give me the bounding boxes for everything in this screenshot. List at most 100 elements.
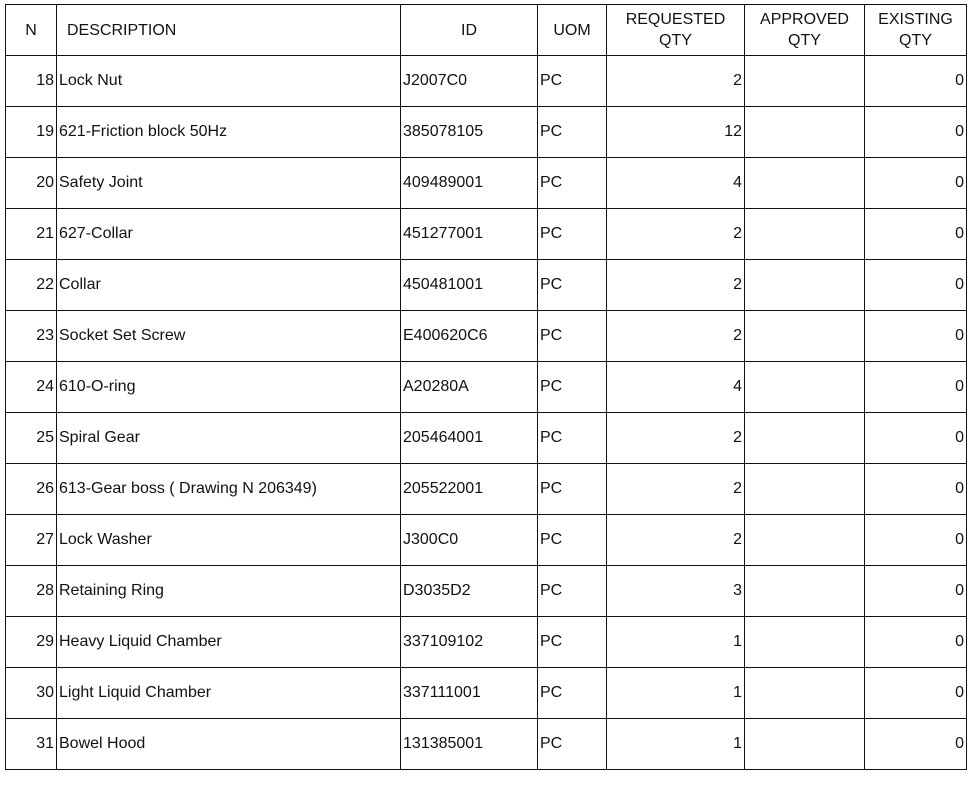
cell-approved-qty xyxy=(744,259,865,311)
cell-existing-qty: 0 xyxy=(864,361,967,413)
cell-n: 23 xyxy=(5,310,57,362)
cell-description: Heavy Liquid Chamber xyxy=(56,616,401,668)
table-row: 18 Lock Nut J2007C0 PC 2 0 xyxy=(5,55,967,107)
cell-description: 610-O-ring xyxy=(56,361,401,413)
table-row: 23 Socket Set Screw E400620C6 PC 2 0 xyxy=(5,310,967,362)
table-row: 21 627-Collar 451277001 PC 2 0 xyxy=(5,208,967,260)
table-row: 19 621-Friction block 50Hz 385078105 PC 12 0 xyxy=(5,106,967,158)
cell-id: 131385001 xyxy=(400,718,538,770)
cell-id: 337111001 xyxy=(400,667,538,719)
cell-existing-qty: 0 xyxy=(864,208,967,260)
table-row: 20 Safety Joint 409489001 PC 4 0 xyxy=(5,157,967,209)
header-id: ID xyxy=(400,4,538,56)
cell-existing-qty: 0 xyxy=(864,259,967,311)
cell-requested-qty: 2 xyxy=(606,514,745,566)
cell-uom: PC xyxy=(537,310,607,362)
table-row: 27 Lock Washer J300C0 PC 2 0 xyxy=(5,514,967,566)
cell-requested-qty: 3 xyxy=(606,565,745,617)
cell-id: 385078105 xyxy=(400,106,538,158)
cell-requested-qty: 2 xyxy=(606,208,745,260)
table-row: 22 Collar 450481001 PC 2 0 xyxy=(5,259,967,311)
cell-uom: PC xyxy=(537,208,607,260)
cell-uom: PC xyxy=(537,55,607,107)
cell-n: 29 xyxy=(5,616,57,668)
cell-description: 613-Gear boss ( Drawing N 206349) xyxy=(56,463,401,515)
cell-n: 31 xyxy=(5,718,57,770)
cell-approved-qty xyxy=(744,106,865,158)
cell-description: 627-Collar xyxy=(56,208,401,260)
cell-description: Lock Washer xyxy=(56,514,401,566)
cell-uom: PC xyxy=(537,718,607,770)
table-row: 31 Bowel Hood 131385001 PC 1 0 xyxy=(5,718,967,770)
cell-n: 27 xyxy=(5,514,57,566)
cell-approved-qty xyxy=(744,157,865,209)
table-row: 26 613-Gear boss ( Drawing N 206349) 20552… xyxy=(5,463,967,515)
header-existing-qty: EXISTING QTY xyxy=(864,4,967,56)
cell-id: 337109102 xyxy=(400,616,538,668)
cell-uom: PC xyxy=(537,565,607,617)
cell-description: Retaining Ring xyxy=(56,565,401,617)
cell-approved-qty xyxy=(744,55,865,107)
cell-requested-qty: 2 xyxy=(606,310,745,362)
cell-id: 205522001 xyxy=(400,463,538,515)
cell-requested-qty: 1 xyxy=(606,718,745,770)
cell-existing-qty: 0 xyxy=(864,157,967,209)
cell-id: J2007C0 xyxy=(400,55,538,107)
cell-uom: PC xyxy=(537,616,607,668)
cell-requested-qty: 1 xyxy=(606,667,745,719)
cell-description: Safety Joint xyxy=(56,157,401,209)
cell-existing-qty: 0 xyxy=(864,514,967,566)
cell-n: 21 xyxy=(5,208,57,260)
cell-n: 28 xyxy=(5,565,57,617)
table-row: 30 Light Liquid Chamber 337111001 PC 1 0 xyxy=(5,667,967,719)
cell-uom: PC xyxy=(537,259,607,311)
cell-description: 621-Friction block 50Hz xyxy=(56,106,401,158)
cell-requested-qty: 12 xyxy=(606,106,745,158)
cell-description: Bowel Hood xyxy=(56,718,401,770)
cell-approved-qty xyxy=(744,463,865,515)
cell-description: Collar xyxy=(56,259,401,311)
cell-id: 205464001 xyxy=(400,412,538,464)
cell-n: 20 xyxy=(5,157,57,209)
cell-approved-qty xyxy=(744,667,865,719)
cell-n: 30 xyxy=(5,667,57,719)
cell-existing-qty: 0 xyxy=(864,565,967,617)
header-n: N xyxy=(5,4,57,56)
cell-approved-qty xyxy=(744,718,865,770)
cell-existing-qty: 0 xyxy=(864,718,967,770)
cell-approved-qty xyxy=(744,361,865,413)
cell-requested-qty: 4 xyxy=(606,361,745,413)
cell-requested-qty: 4 xyxy=(606,157,745,209)
cell-uom: PC xyxy=(537,667,607,719)
cell-id: J300C0 xyxy=(400,514,538,566)
cell-requested-qty: 2 xyxy=(606,463,745,515)
cell-id: D3035D2 xyxy=(400,565,538,617)
cell-existing-qty: 0 xyxy=(864,667,967,719)
cell-uom: PC xyxy=(537,412,607,464)
cell-requested-qty: 1 xyxy=(606,616,745,668)
cell-id: 451277001 xyxy=(400,208,538,260)
cell-uom: PC xyxy=(537,514,607,566)
parts-request-table: N DESCRIPTION ID UOM REQUESTED QTY APPRO… xyxy=(5,4,967,770)
cell-existing-qty: 0 xyxy=(864,310,967,362)
cell-approved-qty xyxy=(744,208,865,260)
cell-existing-qty: 0 xyxy=(864,412,967,464)
cell-approved-qty xyxy=(744,412,865,464)
cell-n: 26 xyxy=(5,463,57,515)
cell-id: A20280A xyxy=(400,361,538,413)
cell-existing-qty: 0 xyxy=(864,106,967,158)
header-description: DESCRIPTION xyxy=(56,4,401,56)
cell-existing-qty: 0 xyxy=(864,463,967,515)
cell-approved-qty xyxy=(744,616,865,668)
cell-n: 18 xyxy=(5,55,57,107)
header-requested-qty: REQUESTED QTY xyxy=(606,4,745,56)
cell-approved-qty xyxy=(744,514,865,566)
cell-requested-qty: 2 xyxy=(606,412,745,464)
cell-uom: PC xyxy=(537,157,607,209)
cell-description: Socket Set Screw xyxy=(56,310,401,362)
table-row: 28 Retaining Ring D3035D2 PC 3 0 xyxy=(5,565,967,617)
header-row: N DESCRIPTION ID UOM REQUESTED QTY APPRO… xyxy=(5,4,967,56)
header-uom: UOM xyxy=(537,4,607,56)
cell-id: 450481001 xyxy=(400,259,538,311)
cell-existing-qty: 0 xyxy=(864,616,967,668)
